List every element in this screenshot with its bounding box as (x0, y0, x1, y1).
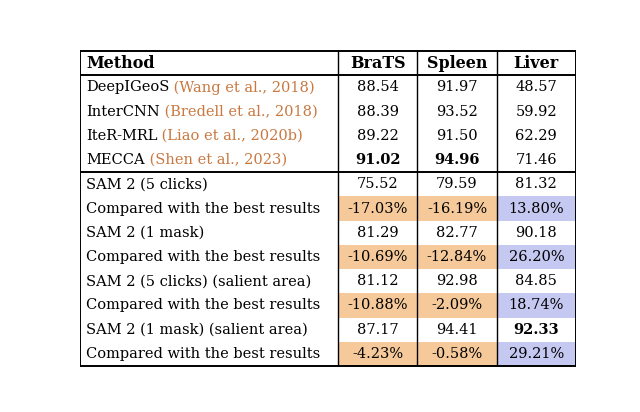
Text: (Shen et al., 2023): (Shen et al., 2023) (145, 153, 287, 167)
Text: 94.41: 94.41 (436, 323, 477, 337)
Text: 59.92: 59.92 (515, 105, 557, 119)
Text: 62.29: 62.29 (515, 129, 557, 143)
Text: 13.80%: 13.80% (509, 201, 564, 215)
Bar (417, 245, 497, 269)
Text: 29.21%: 29.21% (509, 347, 564, 361)
Text: -4.23%: -4.23% (352, 347, 403, 361)
Text: 71.46: 71.46 (515, 153, 557, 167)
Text: Compared with the best results: Compared with the best results (86, 250, 320, 264)
Text: IteR-MRL: IteR-MRL (86, 129, 157, 143)
Text: 81.12: 81.12 (357, 274, 398, 288)
Text: MECCA: MECCA (86, 153, 145, 167)
Text: (Bredell et al., 2018): (Bredell et al., 2018) (160, 105, 317, 119)
Text: -0.58%: -0.58% (431, 347, 483, 361)
Text: 91.50: 91.50 (436, 129, 478, 143)
Text: BraTS: BraTS (350, 55, 405, 72)
Text: 87.17: 87.17 (356, 323, 399, 337)
Text: InterCNN: InterCNN (86, 105, 160, 119)
Text: 81.29: 81.29 (356, 226, 399, 240)
Text: DeepIGeoS: DeepIGeoS (86, 80, 170, 94)
Text: Liver: Liver (514, 55, 559, 72)
Text: 79.59: 79.59 (436, 177, 478, 191)
Text: 93.52: 93.52 (436, 105, 478, 119)
Text: -16.19%: -16.19% (427, 201, 487, 215)
Text: 18.74%: 18.74% (509, 298, 564, 312)
Text: 91.02: 91.02 (355, 153, 401, 167)
Bar (497, 245, 576, 269)
Text: 88.39: 88.39 (356, 105, 399, 119)
Text: SAM 2 (1 mask): SAM 2 (1 mask) (86, 226, 204, 240)
Text: Compared with the best results: Compared with the best results (86, 298, 320, 312)
Text: -2.09%: -2.09% (431, 298, 483, 312)
Bar (338, 293, 417, 318)
Text: 26.20%: 26.20% (509, 250, 564, 264)
Bar (417, 342, 497, 366)
Text: 82.77: 82.77 (436, 226, 478, 240)
Bar (338, 342, 417, 366)
Bar (497, 293, 576, 318)
Bar (338, 197, 417, 221)
Text: 92.98: 92.98 (436, 274, 478, 288)
Text: (Wang et al., 2018): (Wang et al., 2018) (170, 80, 315, 95)
Bar (417, 197, 497, 221)
Text: SAM 2 (5 clicks) (salient area): SAM 2 (5 clicks) (salient area) (86, 274, 311, 288)
Text: 94.96: 94.96 (434, 153, 480, 167)
Text: 84.85: 84.85 (515, 274, 557, 288)
Text: Compared with the best results: Compared with the best results (86, 347, 320, 361)
Text: 89.22: 89.22 (356, 129, 399, 143)
Bar (417, 293, 497, 318)
Text: 81.32: 81.32 (515, 177, 557, 191)
Text: 90.18: 90.18 (515, 226, 557, 240)
Bar (497, 197, 576, 221)
Text: -17.03%: -17.03% (348, 201, 408, 215)
Text: 88.54: 88.54 (356, 80, 399, 94)
Text: 48.57: 48.57 (515, 80, 557, 94)
Text: -12.84%: -12.84% (427, 250, 487, 264)
Text: 75.52: 75.52 (356, 177, 399, 191)
Bar (497, 342, 576, 366)
Text: 92.33: 92.33 (513, 323, 559, 337)
Text: -10.88%: -10.88% (348, 298, 408, 312)
Text: (Liao et al., 2020b): (Liao et al., 2020b) (157, 129, 303, 143)
Text: Method: Method (86, 55, 155, 72)
Text: Compared with the best results: Compared with the best results (86, 201, 320, 215)
Bar (338, 245, 417, 269)
Text: -10.69%: -10.69% (348, 250, 408, 264)
Text: SAM 2 (1 mask) (salient area): SAM 2 (1 mask) (salient area) (86, 323, 308, 337)
Text: 91.97: 91.97 (436, 80, 477, 94)
Text: SAM 2 (5 clicks): SAM 2 (5 clicks) (86, 177, 208, 191)
Text: Spleen: Spleen (427, 55, 487, 72)
